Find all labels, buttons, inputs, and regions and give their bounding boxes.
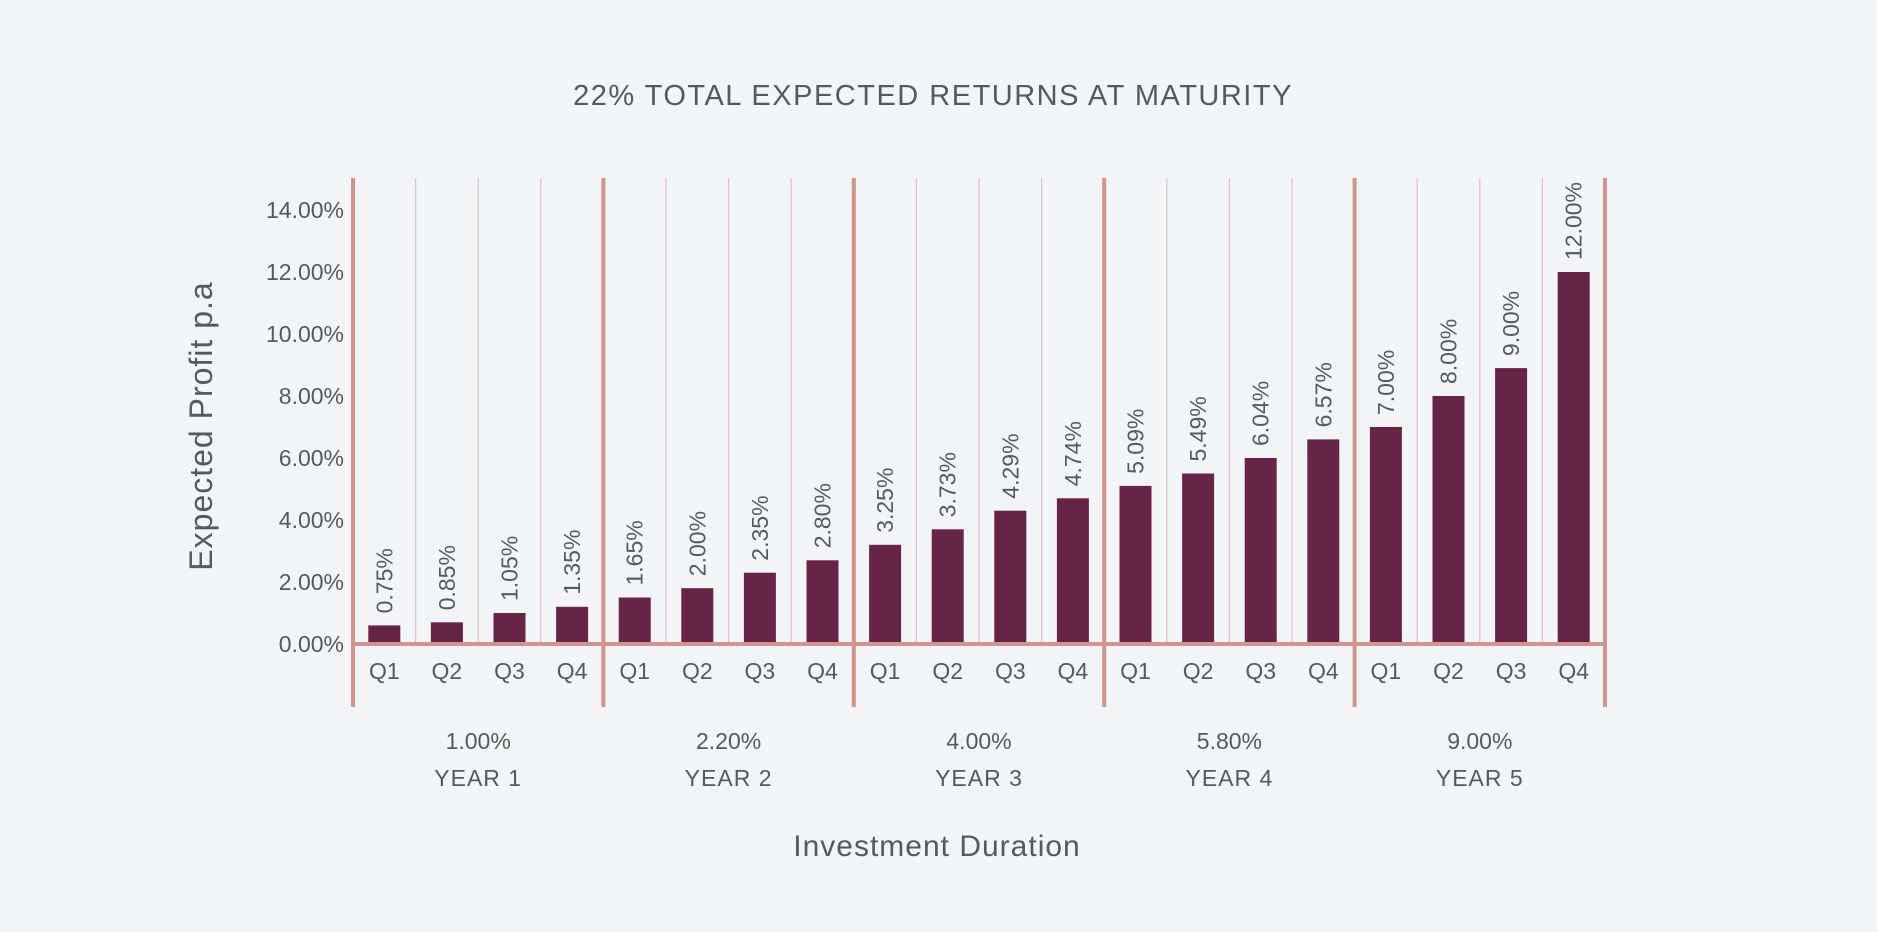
bar [1244,458,1277,644]
x-axis-label: Investment Duration [793,830,1080,863]
chart-title: 22% TOTAL EXPECTED RETURNS AT MATURITY [573,80,1293,112]
y-tick-label: 12.00% [266,259,344,285]
x-tick-label: Q1 [619,658,650,684]
year-name-label: YEAR 2 [685,765,773,791]
data-label: 1.65% [622,520,648,585]
year-name-label: YEAR 3 [935,765,1023,791]
year-name-label: YEAR 5 [1436,765,1524,791]
x-tick-label: Q2 [432,658,463,684]
bar [1557,272,1590,644]
year-name-label: YEAR 4 [1185,765,1273,791]
bar [931,529,964,644]
x-tick-label: Q2 [1183,658,1214,684]
bar [1182,473,1215,644]
x-tick-label: Q1 [1120,658,1151,684]
x-tick-label: Q3 [1496,658,1527,684]
x-tick-label: Q1 [1371,658,1402,684]
x-tick-label: Q4 [1308,658,1339,684]
y-tick-label: 8.00% [279,383,344,409]
year-total-label: 9.00% [1447,728,1512,754]
year-total-label: 2.20% [696,728,761,754]
x-tick-label: Q2 [682,658,713,684]
year-total-label: 1.00% [446,728,511,754]
y-tick-label: 10.00% [266,321,344,347]
data-label: 2.00% [684,511,710,576]
data-label: 7.00% [1373,350,1399,415]
data-label: 2.80% [810,483,836,548]
year-total-label: 5.80% [1197,728,1262,754]
bar [1432,396,1465,644]
data-label: 1.35% [559,530,585,595]
data-label: 0.75% [371,548,397,613]
data-label: 1.05% [497,536,523,601]
data-label: 3.73% [935,452,961,517]
x-tick-label: Q1 [369,658,400,684]
x-tick-label: Q4 [1558,658,1589,684]
x-tick-label: Q3 [995,658,1026,684]
data-label: 5.09% [1123,409,1149,474]
data-label: 5.49% [1185,396,1211,461]
y-axis-label: Expected Profit p.a [183,281,219,570]
bar [806,560,839,644]
labels: 0.75% Q1 0.85% Q2 1.05% Q3 1.35% Q4 1.65% Q1 2.00%… [266,182,1589,791]
x-tick-label: Q2 [1433,658,1464,684]
bar [1369,427,1402,644]
bar [681,588,714,644]
bar [1056,498,1089,644]
year-total-label: 4.00% [946,728,1011,754]
bar [994,510,1027,644]
data-label: 12.00% [1561,182,1587,260]
y-tick-label: 2.00% [279,569,344,595]
x-tick-label: Q2 [932,658,963,684]
axes [351,178,1607,707]
y-tick-label: 4.00% [279,507,344,533]
data-label: 9.00% [1498,291,1524,356]
bar [430,622,463,644]
x-tick-label: Q4 [1058,658,1089,684]
data-label: 4.29% [997,433,1023,498]
bar [1307,439,1340,644]
y-tick-label: 6.00% [279,445,344,471]
bar [368,625,401,644]
x-tick-label: Q3 [494,658,525,684]
bar [493,613,526,644]
data-label: 6.04% [1248,381,1274,446]
data-label: 0.85% [434,545,460,610]
x-tick-label: Q4 [557,658,588,684]
x-tick-label: Q3 [1245,658,1276,684]
data-label: 3.25% [872,468,898,533]
bar [1119,485,1152,644]
bar [618,597,651,644]
bar [556,606,589,644]
bar [743,572,776,644]
year-name-label: YEAR 1 [434,765,522,791]
y-tick-label: 14.00% [266,197,344,223]
x-tick-label: Q1 [870,658,901,684]
x-tick-label: Q3 [745,658,776,684]
bars [368,272,1590,644]
bar [1495,368,1528,644]
data-label: 6.57% [1310,362,1336,427]
gridlines [415,178,1544,644]
bar [869,544,902,644]
data-label: 2.35% [747,495,773,560]
x-tick-label: Q4 [807,658,838,684]
data-label: 4.74% [1060,421,1086,486]
data-label: 8.00% [1436,319,1462,384]
y-tick-label: 0.00% [279,631,344,657]
